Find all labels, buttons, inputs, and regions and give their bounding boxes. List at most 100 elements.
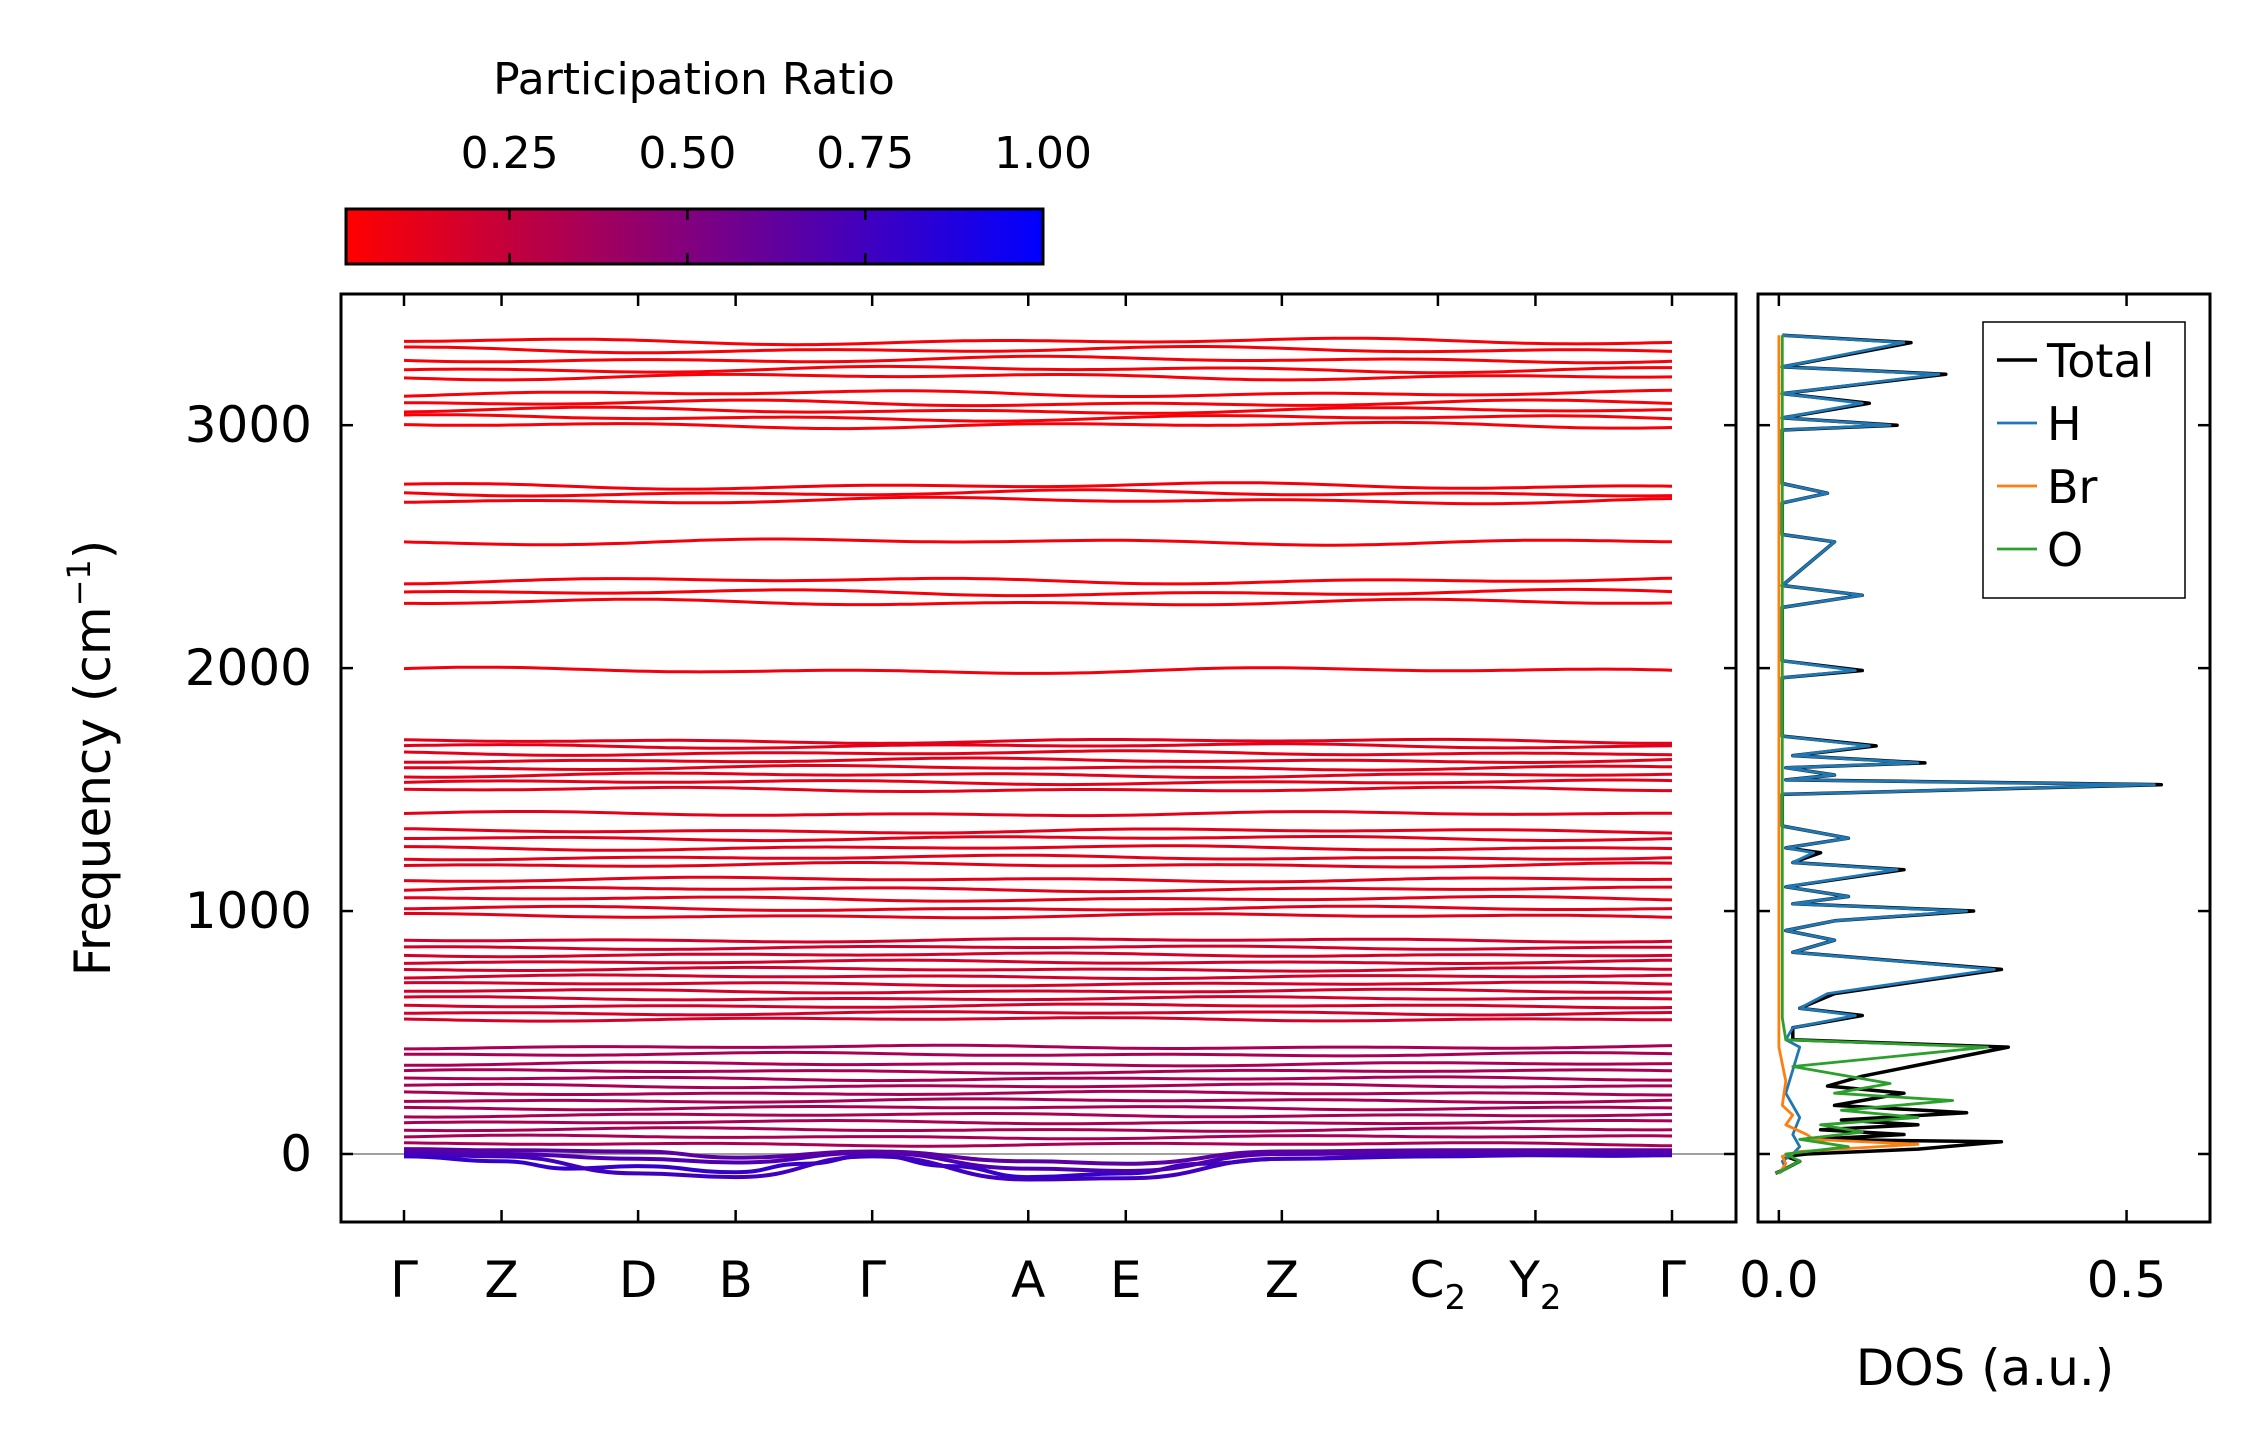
soft-mode	[403, 1149, 1672, 1174]
phonon-band	[403, 965, 1673, 973]
phonon-band	[403, 364, 1672, 375]
phonon-band	[403, 1082, 1672, 1090]
dispersion-panel: 0 1000 2000 3000 Γ Z D B Γ A E Z C2 Y2 Γ Frequency (c…	[60, 292, 1738, 1318]
phonon-band	[403, 853, 1673, 862]
phonon-band	[403, 958, 1672, 965]
phonon-band	[403, 1089, 1672, 1097]
phonon-band	[403, 665, 1673, 675]
colorbar-tick-label: 0.25	[461, 128, 559, 179]
kpoint-label: D	[619, 1251, 658, 1309]
phonon-band	[403, 885, 1672, 894]
colorbar-ticks	[508, 209, 1045, 264]
legend-label-o: O	[2047, 523, 2083, 577]
phonon-band	[403, 771, 1673, 779]
phonon-band	[404, 756, 1673, 764]
phonon-band	[403, 827, 1673, 835]
phonon-band	[404, 1097, 1673, 1104]
kpoint-label: A	[1011, 1251, 1045, 1309]
dispersion-bands	[341, 336, 1736, 1182]
phonon-band	[404, 944, 1673, 951]
kpoint-label: B	[718, 1251, 752, 1309]
colorbar: Participation Ratio 0.25 0.50 0.75 1.00	[344, 54, 1092, 266]
phonon-band	[403, 372, 1673, 382]
kpoint-label: Y2	[1508, 1251, 1561, 1318]
dos-xlabel: DOS (a.u.)	[1856, 1339, 2115, 1397]
phonon-band	[403, 1068, 1673, 1075]
phonon-band	[404, 1043, 1673, 1051]
phonon-band	[403, 995, 1673, 1002]
phonon-band	[403, 1002, 1673, 1010]
ytick-label: 2000	[185, 639, 312, 697]
legend-frame	[1982, 321, 2186, 599]
phonon-band	[404, 1050, 1673, 1058]
phonon-band	[403, 737, 1672, 745]
legend-label-br: Br	[2047, 460, 2098, 514]
dos-frame	[1756, 292, 2212, 1224]
dos-legend: Total H Br O	[1982, 321, 2186, 599]
ytick-label: 1000	[185, 882, 312, 940]
dos-series-br	[1777, 335, 1920, 1175]
colorbar-gradient	[344, 207, 1045, 266]
phonon-band	[404, 764, 1673, 772]
dispersion-ticks	[341, 294, 1736, 1222]
phonon-band	[404, 844, 1673, 852]
phonon-band	[403, 742, 1673, 750]
phonon-band	[403, 778, 1673, 787]
phonon-band	[403, 481, 1673, 491]
phonon-band	[403, 488, 1673, 498]
phonon-band	[404, 835, 1673, 843]
phonon-band	[403, 1119, 1673, 1126]
phonon-band	[403, 537, 1673, 547]
phonon-band	[403, 354, 1673, 365]
phonon-band	[403, 1016, 1672, 1023]
kpoint-label: Z	[1265, 1251, 1299, 1309]
legend-label-h: H	[2047, 397, 2082, 451]
ytick-label: 3000	[185, 396, 312, 454]
kpoint-label: E	[1110, 1251, 1142, 1309]
dispersion-frame	[339, 292, 1738, 1224]
phonon-band	[403, 413, 1673, 423]
phonon-band	[403, 1010, 1673, 1017]
phonon-band	[403, 576, 1673, 586]
phonon-band	[403, 420, 1673, 431]
dispersion-ylabel: Frequency (cm−1)	[60, 540, 122, 977]
phonon-band	[403, 1133, 1673, 1141]
legend-label-total: Total	[2046, 334, 2154, 388]
phonon-band	[403, 904, 1673, 912]
phonon-band	[403, 785, 1672, 793]
phonon-band	[403, 1105, 1673, 1112]
phonon-band	[403, 973, 1673, 981]
colorbar-tick-label: 1.00	[994, 128, 1092, 179]
phonon-band	[404, 895, 1673, 903]
phonon-band	[404, 597, 1673, 607]
phonon-band	[404, 345, 1673, 355]
kpoint-label: Γ	[390, 1251, 418, 1309]
dos-panel: 0.0 0.5 DOS (a.u.) Total H Br O	[1739, 292, 2212, 1397]
phonon-band	[403, 951, 1673, 959]
dos-xtick-label: 0.5	[2087, 1251, 2167, 1309]
dispersion-ytick-labels: 0 1000 2000 3000	[185, 396, 312, 1183]
phonon-band	[404, 398, 1673, 408]
phonon-band	[403, 980, 1673, 988]
phonon-band	[403, 810, 1672, 818]
phonon-band	[403, 937, 1673, 944]
phonon-band	[403, 1141, 1673, 1148]
phonon-band	[403, 405, 1673, 415]
phonon-band	[403, 495, 1673, 506]
ytick-label: 0	[280, 1125, 312, 1183]
phonon-band	[403, 1075, 1672, 1083]
phonon-band	[403, 875, 1672, 884]
colorbar-tick-label: 0.75	[816, 128, 914, 179]
kpoint-label: Γ	[858, 1251, 886, 1309]
legend-items: Total H Br O	[1997, 334, 2154, 577]
dos-curves	[1774, 333, 2164, 1175]
phonon-band	[403, 388, 1673, 398]
phonon-band	[403, 1112, 1673, 1119]
dos-xtick-label: 0.0	[1739, 1251, 1819, 1309]
phonon-band	[404, 912, 1673, 920]
kpoint-label: Γ	[1658, 1251, 1686, 1309]
dispersion-kpoint-labels: Γ Z D B Γ A E Z C2 Y2 Γ	[390, 1251, 1686, 1318]
phonon-band	[403, 1126, 1673, 1133]
kpoint-label: C2	[1410, 1251, 1467, 1318]
